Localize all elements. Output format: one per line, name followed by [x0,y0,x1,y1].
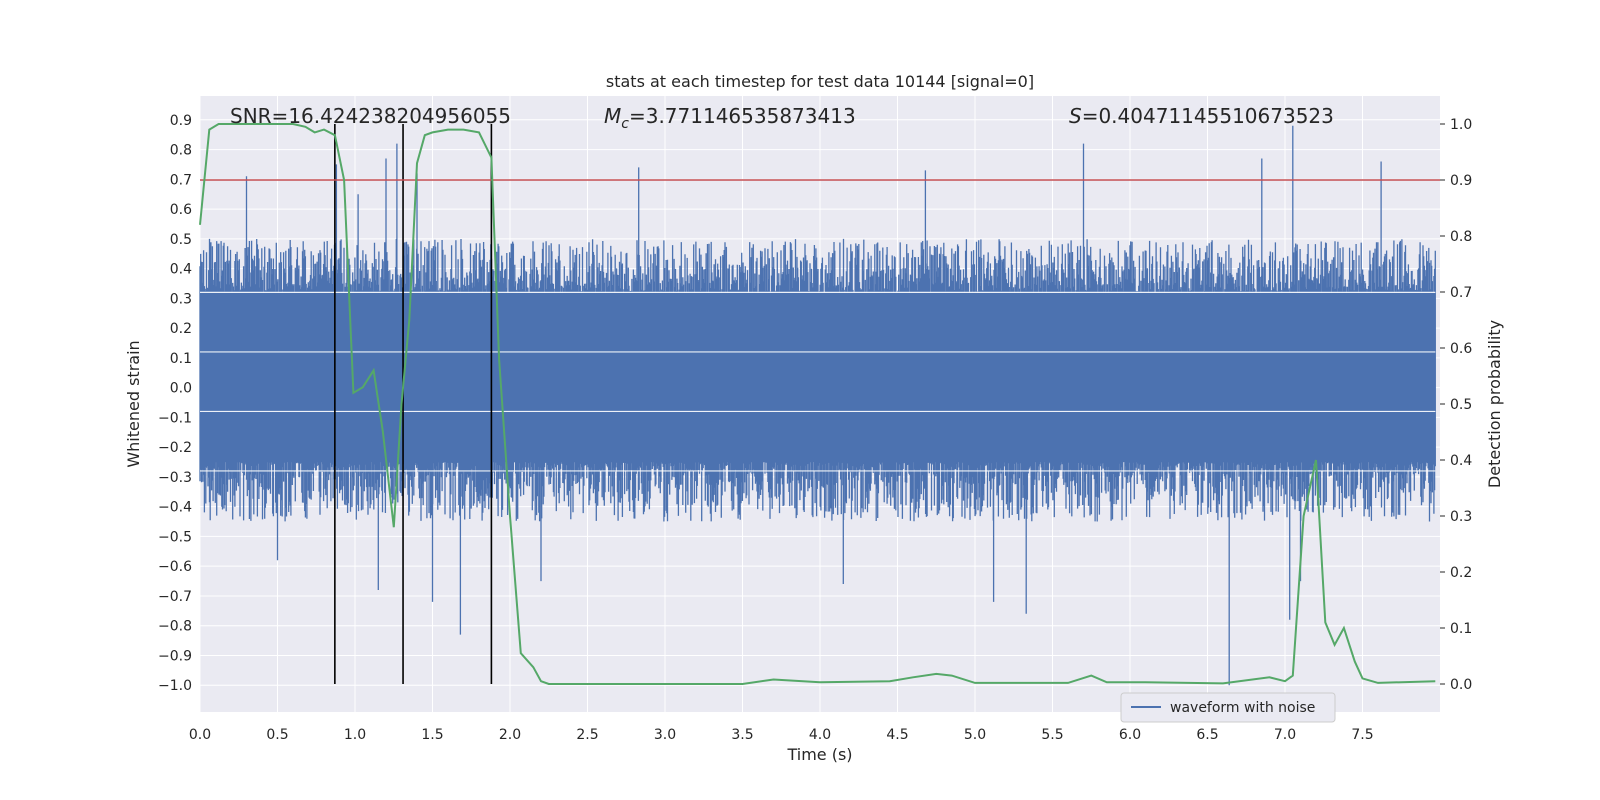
probability-line [199,123,1436,685]
vertical-markers [334,124,493,684]
mc-subscript: c [621,116,629,132]
y-left-tick-label: 0.1 [170,351,192,367]
x-axis-label: Time (s) [786,745,852,764]
legend-box [1120,692,1336,723]
y-left-tick-labels: 0.9 0.8 0.7 0.6 0.5 0.4 0.3 0.2 0.1 0.0 −0.1 −0.2 −0… [158,113,192,694]
mc-value: =3.771146535873413 [629,104,856,128]
y-left-tick-label: −0.7 [158,589,192,605]
x-tick-labels: 0.0 0.5 1.0 1.5 2.0 2.5 3.0 3.5 4.0 4.5 5.0 5.5 6.0 6… [189,727,1374,743]
x-tick-label: 6.5 [1196,727,1218,743]
x-tick-label: 1.0 [344,727,366,743]
mc-annotation: Mc=3.771146535873413 [604,104,856,132]
legend-entry: waveform with noise [1170,700,1315,716]
x-tick-label: 3.5 [731,727,753,743]
y-right-tick-label: 0.9 [1450,173,1472,189]
y-left-tick-label: −0.5 [158,529,192,545]
x-tick-label: 5.5 [1041,727,1063,743]
y-left-tick-label: 0.7 [170,172,192,188]
x-tick-label: 2.5 [576,727,598,743]
x-tick-label: 7.0 [1274,727,1296,743]
y-right-tick-label: 0.1 [1450,621,1472,637]
y-left-tick-label: 0.5 [170,232,192,248]
y-left-axis-label: Whitened strain [124,340,143,467]
y-right-tick-label: 0.4 [1450,453,1472,469]
s-symbol: S [1069,104,1082,128]
y-right-tick-label: 1.0 [1450,117,1472,133]
snr-prefix: SNR= [230,104,288,128]
waveform-noise [199,125,1436,686]
x-tick-label: 0.0 [189,727,211,743]
y-left-tick-label: 0.9 [170,113,192,129]
y-left-tick-label: −0.8 [158,619,192,635]
x-tick-label: 2.0 [499,727,521,743]
waveform-series [199,125,1436,686]
y-right-tick-label: 0.7 [1450,285,1472,301]
y-left-tick-label: −0.1 [158,410,192,426]
y-right-tick-label: 0.6 [1450,341,1472,357]
y-left-tick-label: 0.8 [170,143,192,159]
y-left-tick-label: −1.0 [158,678,192,694]
snr-value: 16.424238204956055 [288,104,511,128]
y-left-tick-label: −0.4 [158,500,192,516]
mc-symbol: M [604,104,621,128]
y-left-tick-label: −0.3 [158,470,192,486]
y-right-tick-labels: 1.0 0.9 0.8 0.7 0.6 0.5 0.4 0.3 0.2 0.1 0.0 [1440,117,1472,693]
snr-annotation: SNR=16.424238204956055 [230,104,511,128]
y-left-tick-label: 0.3 [170,291,192,307]
y-right-tick-label: 0.2 [1450,565,1472,581]
s-annotation: S=0.40471145510673523 [1069,104,1334,128]
y-right-tick-label: 0.8 [1450,229,1472,245]
x-tick-label: 5.0 [964,727,986,743]
chart-title: stats at each timestep for test data 101… [606,72,1034,91]
x-tick-label: 1.5 [421,727,443,743]
x-tick-label: 7.5 [1351,727,1373,743]
x-tick-label: 3.0 [654,727,676,743]
y-left-tick-label: 0.0 [170,381,192,397]
y-right-tick-label: 0.0 [1450,677,1472,693]
x-tick-label: 4.0 [809,727,831,743]
y-right-tick-label: 0.3 [1450,509,1472,525]
y-left-tick-label: 0.6 [170,202,192,218]
x-tick-label: 0.5 [266,727,288,743]
y-left-tick-label: −0.2 [158,440,192,456]
y-left-tick-label: 0.4 [170,262,192,278]
y-left-tick-label: −0.6 [158,559,192,575]
s-value: =0.40471145510673523 [1082,104,1334,128]
x-tick-label: 4.5 [886,727,908,743]
y-left-tick-label: −0.9 [158,648,192,664]
y-right-tick-label: 0.5 [1450,397,1472,413]
x-tick-label: 6.0 [1119,727,1141,743]
y-left-tick-label: 0.2 [170,321,192,337]
y-right-axis-label: Detection probability [1485,320,1504,488]
probability-series [199,123,1436,685]
legend: waveform with noise [1120,692,1336,723]
